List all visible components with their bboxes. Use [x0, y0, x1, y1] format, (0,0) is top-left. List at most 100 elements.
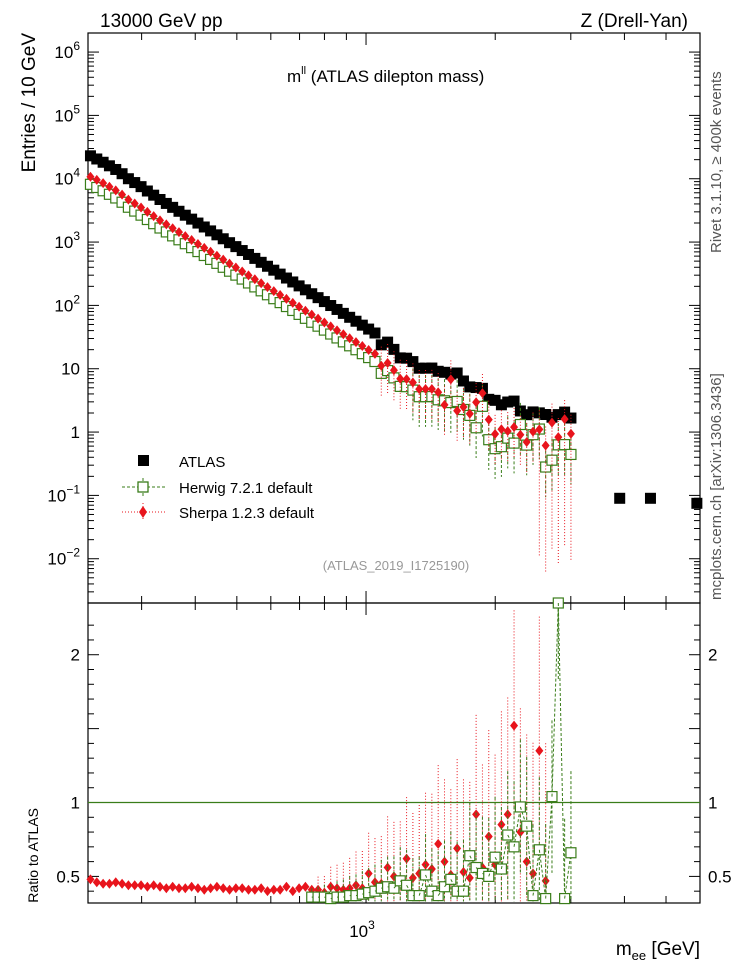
sherpa-point [434, 387, 443, 398]
atlas-point [91, 153, 103, 165]
atlas-point [369, 327, 381, 339]
atlas-point [205, 225, 217, 237]
sherpa-ratio-point [111, 877, 120, 888]
y-axis-title-main: Entries / 10 GeV [19, 33, 40, 173]
atlas-point [508, 395, 520, 407]
sherpa-point [415, 384, 424, 395]
sherpa-point [149, 211, 158, 222]
sherpa-point [535, 424, 544, 435]
atlas-point [388, 343, 400, 355]
sherpa-ratio-point [187, 881, 196, 892]
sherpa-point [168, 223, 177, 234]
plot-title-sup: ll [301, 65, 306, 77]
x-tick-label: 103 [349, 918, 375, 941]
sherpa-point [257, 278, 266, 289]
sherpa-ratio-point [156, 881, 165, 892]
sherpa-point [465, 408, 474, 419]
sherpa-ratio-point [257, 883, 266, 894]
plot-title-main: m [287, 67, 301, 86]
atlas-point [331, 303, 343, 315]
sherpa-point [282, 293, 291, 304]
sherpa-point [244, 270, 253, 281]
sherpa-point [288, 297, 297, 308]
atlas-point [470, 382, 482, 394]
atlas-point [198, 221, 210, 233]
atlas-point [521, 409, 533, 421]
sherpa-point [529, 426, 538, 437]
sherpa-point [383, 358, 392, 369]
sherpa-point [351, 337, 360, 348]
herwig-ratio-link [418, 874, 427, 896]
sherpa-point [497, 424, 506, 435]
atlas-point [287, 276, 299, 288]
herwig-ratio-link [513, 806, 521, 847]
ratio-y-tick-label-right: 1 [708, 794, 717, 813]
sherpa-point [339, 329, 348, 340]
atlas-point [306, 288, 318, 300]
sherpa-point [516, 429, 525, 440]
side-text-top: Rivet 3.1.10, ≥ 400k events [708, 71, 725, 253]
ratio-y-tick-label-left: 1 [71, 794, 80, 813]
herwig-ratio-link [538, 849, 547, 899]
sherpa-point [402, 374, 411, 385]
legend-label-sherpa: Sherpa 1.2.3 default [179, 505, 315, 522]
atlas-point [495, 399, 507, 411]
plot-title-rest: (ATLAS dilepton mass) [306, 67, 484, 86]
atlas-point [451, 367, 463, 379]
sherpa-point [364, 344, 373, 355]
atlas-point [540, 409, 552, 421]
main-axis-ticks [88, 32, 701, 604]
atlas-point [445, 368, 457, 380]
plot-title: mll (ATLAS dilepton mass) [287, 65, 484, 86]
sherpa-ratio-point [282, 881, 291, 892]
legend: ATLAS Herwig 7.2.1 default Sherpa 1.2.3 … [122, 454, 315, 522]
atlas-point [243, 248, 255, 260]
sherpa-ratio-point [162, 883, 171, 894]
sherpa-ratio-point [168, 881, 177, 892]
sherpa-point [427, 383, 436, 394]
atlas-point [382, 336, 394, 348]
atlas-point [614, 492, 626, 504]
sherpa-point [225, 258, 234, 269]
atlas-point [356, 319, 368, 331]
herwig-ratio-link [551, 602, 559, 797]
sherpa-point [408, 377, 417, 388]
sherpa-ratio-point [250, 884, 259, 895]
sherpa-point [491, 428, 500, 439]
sherpa-ratio-point [149, 880, 158, 891]
sherpa-point [301, 305, 310, 316]
sherpa-point [156, 215, 165, 226]
atlas-point [179, 209, 191, 221]
sherpa-ratio-point [130, 880, 139, 891]
sherpa-ratio-point [225, 884, 234, 895]
sherpa-point [174, 227, 183, 238]
atlas-point [401, 352, 413, 364]
legend-marker-herwig [137, 481, 149, 493]
sherpa-point [143, 206, 152, 217]
y-tick-label: 1 [71, 423, 80, 442]
sherpa-point [554, 432, 563, 443]
sherpa-ratio-point [124, 880, 133, 891]
sherpa-ratio-point [269, 884, 278, 895]
ratio-y-tick-label-left: 0.5 [56, 867, 80, 886]
sherpa-ratio-point [86, 874, 95, 885]
header-left: 13000 GeV pp [100, 11, 223, 32]
herwig-ratio-point [565, 847, 577, 859]
legend-item-herwig: Herwig 7.2.1 default [122, 478, 313, 497]
atlas-point [154, 193, 166, 205]
sherpa-point [459, 402, 468, 413]
sherpa-point [105, 181, 114, 192]
sherpa-ratio-point [238, 883, 247, 894]
atlas-point [160, 197, 172, 209]
sherpa-point [377, 360, 386, 371]
sherpa-point [86, 171, 95, 182]
sherpa-point [92, 174, 101, 185]
legend-item-sherpa: Sherpa 1.2.3 default [122, 503, 315, 522]
atlas-point [344, 311, 356, 323]
atlas-point [527, 406, 539, 418]
sherpa-ratio-point [276, 884, 285, 895]
herwig-ratio-link [444, 879, 452, 888]
sherpa-point [193, 238, 202, 249]
sherpa-ratio-point [206, 883, 215, 894]
sherpa-point [522, 436, 531, 447]
